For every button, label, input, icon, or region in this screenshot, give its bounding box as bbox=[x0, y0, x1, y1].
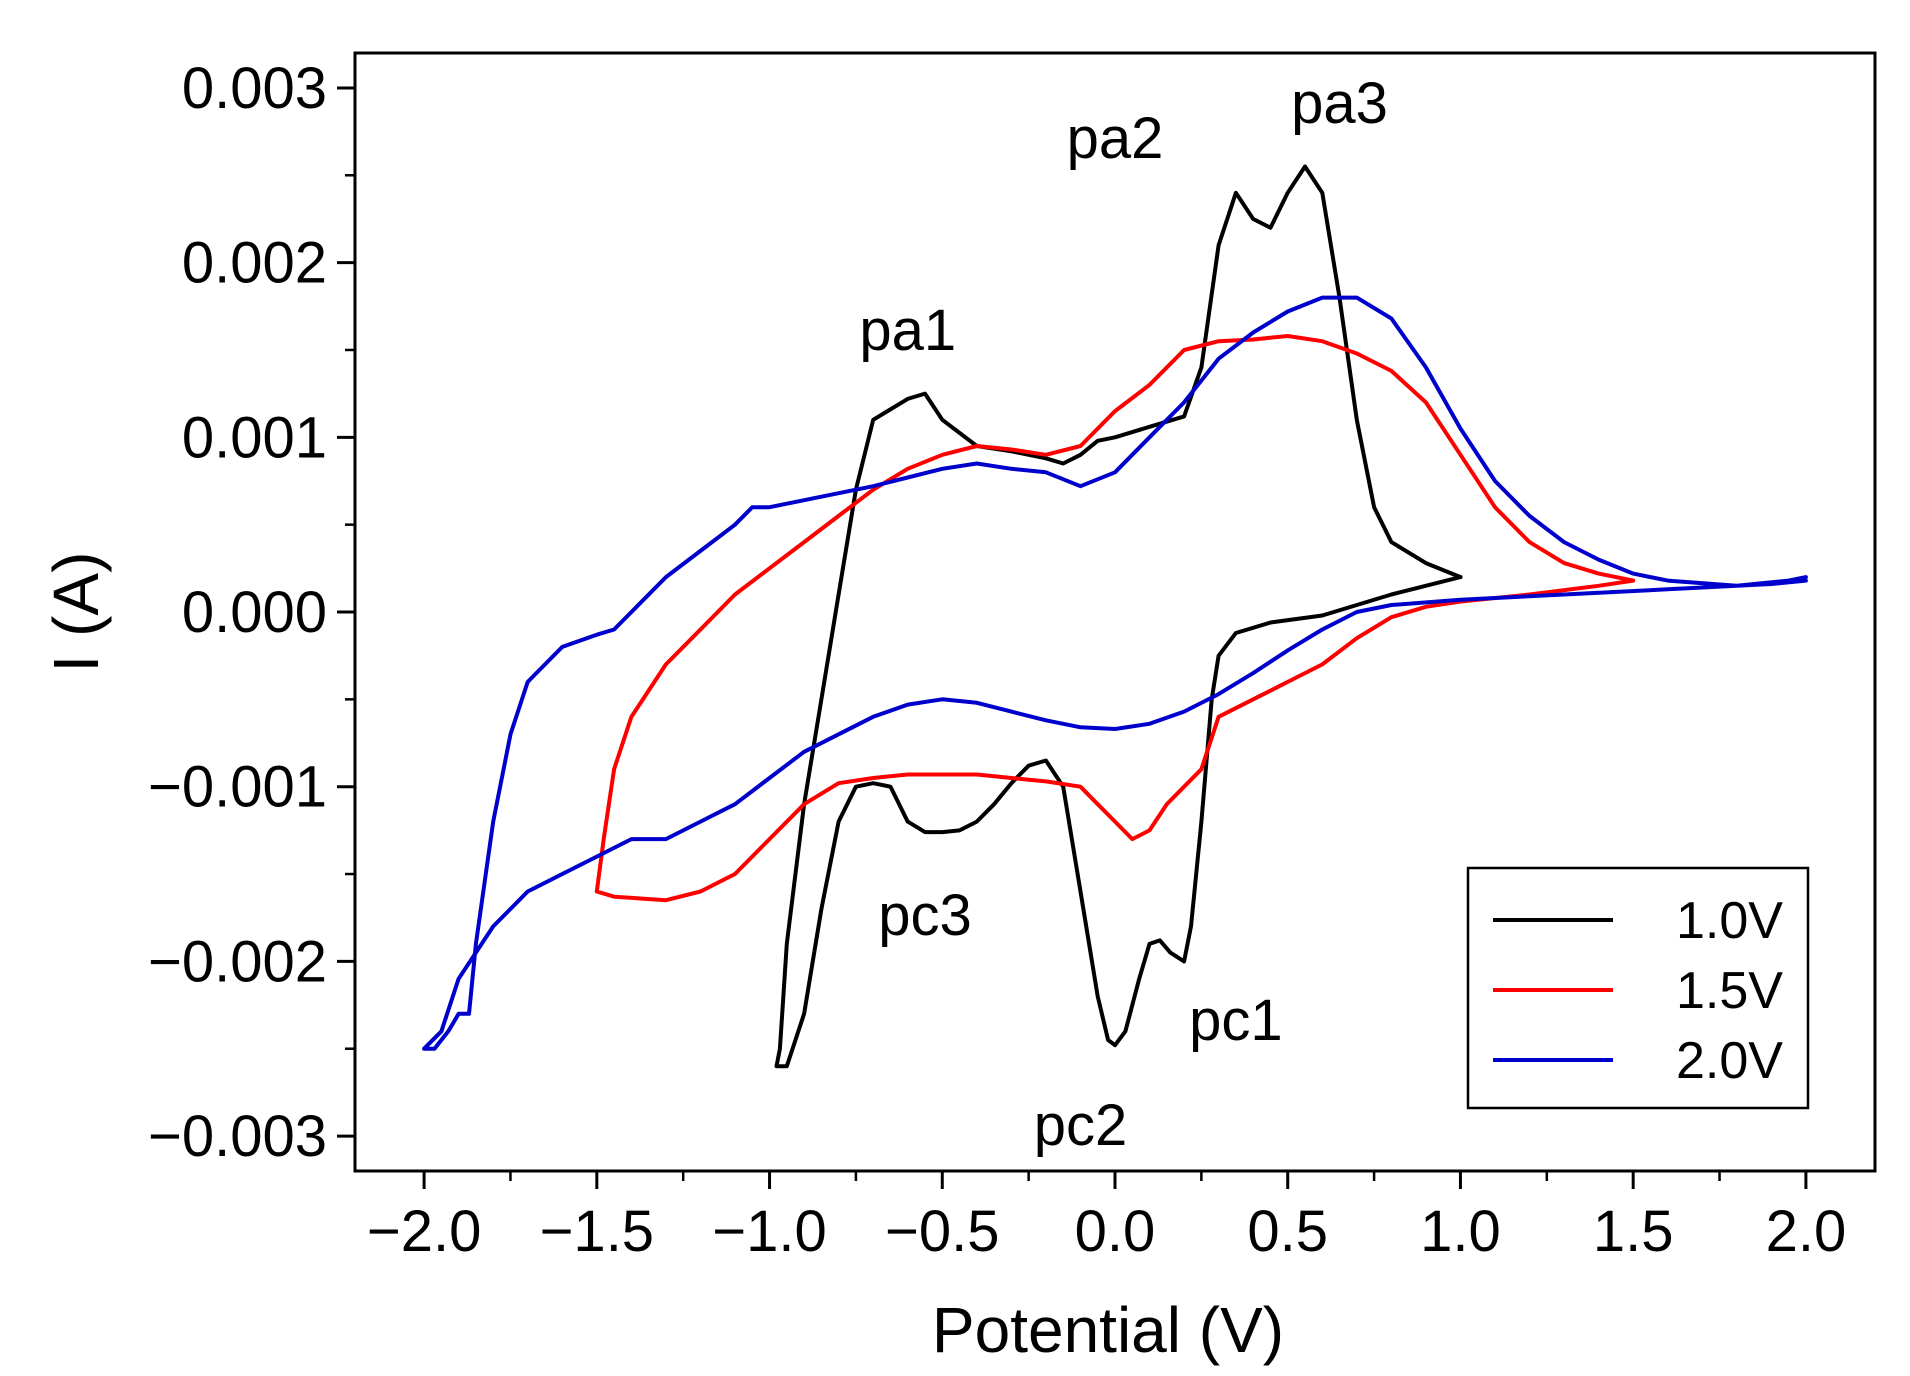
peak-annotations: pa1 pa2 pa3 pc3 pc2 pc1 bbox=[859, 71, 1388, 1158]
axis-ticks bbox=[337, 86, 1808, 1189]
y-tick-label: −0.003 bbox=[148, 1104, 327, 1169]
legend: 1.0V 1.5V 2.0V bbox=[1466, 866, 1810, 1110]
series-line-2-0v bbox=[422, 295, 1808, 1051]
y-tick-label: 0.000 bbox=[182, 580, 327, 645]
x-tick-label: 1.0 bbox=[1420, 1199, 1501, 1264]
x-axis-title: Potential (V) bbox=[932, 1294, 1284, 1366]
legend-label: 2.0V bbox=[1676, 1032, 1783, 1090]
legend-label: 1.0V bbox=[1676, 892, 1783, 950]
x-tick-label: −2.0 bbox=[367, 1199, 482, 1264]
x-tick-label: −1.5 bbox=[540, 1199, 655, 1264]
x-tick-label: −0.5 bbox=[885, 1199, 1000, 1264]
legend-items: 1.0V 1.5V 2.0V bbox=[1493, 892, 1783, 1090]
peak-label-pc2: pc2 bbox=[1034, 1093, 1128, 1158]
x-tick-label: −1.0 bbox=[712, 1199, 827, 1264]
legend-label: 1.5V bbox=[1676, 962, 1783, 1020]
x-tick-label: 0.0 bbox=[1075, 1199, 1156, 1264]
peak-label-pc1: pc1 bbox=[1189, 988, 1283, 1053]
peak-label-pa2: pa2 bbox=[1067, 106, 1164, 171]
y-axis-title: I (A) bbox=[40, 552, 112, 673]
y-tick-label: −0.002 bbox=[148, 929, 327, 994]
series-lines bbox=[422, 164, 1808, 1069]
x-tick-label: 2.0 bbox=[1766, 1199, 1847, 1264]
x-tick-label: 1.5 bbox=[1593, 1199, 1674, 1264]
y-tick-label: 0.001 bbox=[182, 405, 327, 470]
y-tick-label: 0.003 bbox=[182, 56, 327, 121]
peak-label-pa1: pa1 bbox=[859, 298, 956, 363]
x-tick-label: 0.5 bbox=[1247, 1199, 1328, 1264]
y-tick-label: −0.001 bbox=[148, 755, 327, 820]
x-tick-labels: −2.0 −1.5 −1.0 −0.5 0.0 0.5 1.0 1.5 2.0 bbox=[367, 1199, 1846, 1264]
y-tick-label: 0.002 bbox=[182, 231, 327, 296]
series-line-1-5v bbox=[594, 334, 1636, 903]
y-tick-labels: −0.003 −0.002 −0.001 0.000 0.001 0.002 0.003 bbox=[148, 56, 327, 1169]
peak-label-pc3: pc3 bbox=[878, 883, 972, 948]
peak-label-pa3: pa3 bbox=[1291, 71, 1388, 136]
series-line-1-0v bbox=[774, 164, 1463, 1069]
